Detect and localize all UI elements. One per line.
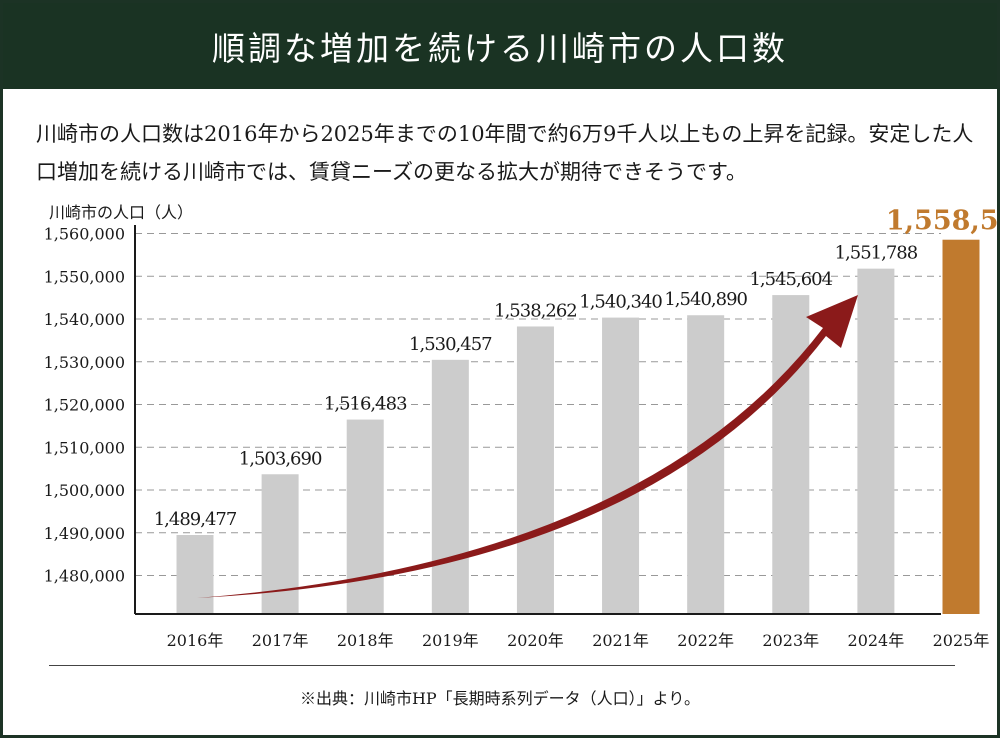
- bar: [261, 474, 299, 614]
- lead-paragraph: 川崎市の人口数は2016年から2025年までの10年間で約6万9千人以上もの上昇…: [36, 122, 974, 184]
- x-tick-label: 2019年: [422, 631, 479, 650]
- value-label: 1,530,457: [409, 334, 492, 355]
- bar: [687, 315, 725, 614]
- trend-arrow: [197, 295, 858, 598]
- x-tick-label: 2023年: [762, 631, 819, 650]
- value-label: 1,540,890: [664, 289, 747, 310]
- value-label: 1,489,477: [154, 509, 237, 530]
- y-tick-label: 1,530,000: [44, 353, 125, 372]
- y-tick-label: 1,490,000: [44, 524, 125, 543]
- x-tick-label: 2017年: [252, 631, 309, 650]
- x-tick-label: 2016年: [167, 631, 224, 650]
- y-tick-label: 1,540,000: [44, 310, 125, 329]
- y-tick-label: 1,550,000: [44, 267, 125, 286]
- header-banner: 順調な増加を続ける川崎市の人口数: [3, 3, 997, 89]
- value-label: 1,545,604: [749, 269, 832, 290]
- population-bar-chart: 川崎市の人口（人） 1,480,000 1,490,000 1,500,000 1,51…: [44, 203, 997, 650]
- footer-divider: [49, 665, 955, 666]
- x-tick-label: 2021年: [592, 631, 649, 650]
- bar: [176, 535, 214, 614]
- x-tick-label: 2025年: [933, 631, 990, 650]
- y-tick-label: 1,520,000: [44, 396, 125, 415]
- y-axis-label: 川崎市の人口（人）: [49, 203, 193, 222]
- y-tick-label: 1,510,000: [44, 438, 125, 457]
- value-label: 1,540,340: [579, 292, 662, 313]
- value-label: 1,516,483: [324, 394, 407, 415]
- bar: [602, 317, 640, 614]
- x-tick-label: 2018年: [337, 631, 394, 650]
- highlight-bar: [942, 239, 980, 614]
- bar: [772, 295, 810, 614]
- y-tick-label: 1,480,000: [44, 567, 125, 586]
- source-note: ※出典：川崎市HP「長期時系列データ（人口）」より。: [299, 689, 701, 708]
- bar: [857, 268, 895, 614]
- bar: [346, 419, 384, 614]
- highlight-value-label: 1,558,559: [886, 206, 997, 237]
- value-label: 1,503,690: [239, 448, 322, 469]
- bar: [431, 359, 469, 614]
- x-tick-label: 2020年: [507, 631, 564, 650]
- page-title: 順調な増加を続ける川崎市の人口数: [212, 29, 788, 68]
- y-tick-label: 1,500,000: [44, 481, 125, 500]
- bar: [516, 326, 554, 614]
- x-tick-label: 2024年: [848, 631, 905, 650]
- y-tick-label: 1,560,000: [44, 225, 125, 244]
- value-label: 1,551,788: [835, 243, 918, 264]
- x-tick-label: 2022年: [677, 631, 734, 650]
- value-label: 1,538,262: [494, 300, 577, 321]
